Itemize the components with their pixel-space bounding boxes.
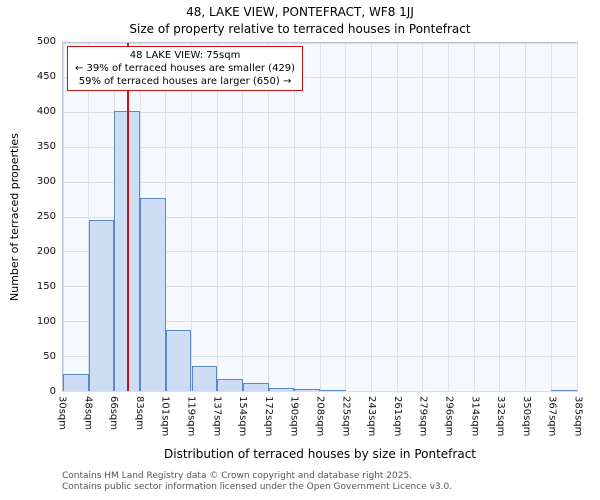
- grid-line-vertical: [165, 43, 167, 391]
- histogram-bar: [551, 389, 577, 391]
- histogram-bar: [217, 379, 243, 391]
- grid-line-horizontal: [63, 390, 577, 392]
- x-axis-label: Distribution of terraced houses by size …: [164, 447, 476, 461]
- histogram-bar: [165, 330, 192, 391]
- x-tick-label: 48sqm: [82, 396, 94, 431]
- histogram-bar: [320, 389, 346, 391]
- y-tick-label: 100: [36, 316, 56, 327]
- x-tick-label: 314sqm: [469, 396, 481, 437]
- x-tick-label: 279sqm: [417, 396, 429, 437]
- grid-line-vertical: [473, 43, 475, 391]
- grid-line-vertical: [345, 43, 347, 391]
- footer-line-1: Contains HM Land Registry data © Crown c…: [62, 471, 413, 481]
- y-tick-label: 200: [36, 246, 56, 257]
- footer-line-2: Contains public sector information licen…: [62, 482, 453, 492]
- x-tick-label: 367sqm: [546, 396, 558, 437]
- x-tick-label: 137sqm: [211, 396, 223, 437]
- grid-line-vertical: [242, 43, 244, 391]
- x-tick-label: 261sqm: [391, 396, 403, 437]
- x-tick-label: 119sqm: [185, 396, 197, 437]
- property-size-marker-line: [127, 43, 130, 391]
- histogram-bar: [242, 383, 269, 391]
- y-tick-label: 150: [36, 281, 56, 292]
- histogram-bar: [294, 388, 320, 391]
- annotation-property-line: 48 LAKE VIEW: 75sqm: [129, 50, 241, 61]
- x-tick-label: 30sqm: [56, 396, 68, 431]
- y-tick-label: 300: [36, 176, 56, 187]
- grid-line-vertical: [268, 43, 270, 391]
- histogram-bar: [88, 220, 115, 391]
- x-tick-label: 296sqm: [443, 396, 455, 437]
- y-tick-label: 400: [36, 106, 56, 117]
- histogram-bar: [191, 365, 218, 391]
- x-tick-label: 83sqm: [133, 396, 145, 431]
- x-tick-label: 243sqm: [366, 396, 378, 437]
- grid-line-vertical: [62, 43, 64, 391]
- grid-line-vertical: [191, 43, 192, 391]
- grid-line-vertical: [576, 43, 578, 391]
- y-tick-label: 350: [36, 141, 56, 152]
- histogram-bar: [140, 198, 166, 391]
- grid-line-vertical: [88, 43, 90, 391]
- histogram-bar: [63, 373, 89, 391]
- attribution-footer: Contains HM Land Registry data © Crown c…: [62, 471, 452, 493]
- x-tick-label: 385sqm: [572, 396, 584, 437]
- grid-line-vertical: [319, 43, 321, 391]
- y-tick-label: 0: [49, 386, 56, 397]
- annotation-larger-line: 59% of terraced houses are larger (650) …: [78, 76, 292, 87]
- y-tick-label: 250: [36, 211, 56, 222]
- grid-line-vertical: [293, 43, 295, 391]
- x-tick-label: 350sqm: [520, 396, 532, 437]
- grid-line-vertical: [422, 43, 424, 391]
- grid-line-vertical: [396, 43, 398, 391]
- grid-line-vertical: [550, 43, 552, 391]
- annotation-smaller-line: ← 39% of terraced houses are smaller (42…: [75, 63, 296, 74]
- histogram-bars: [63, 43, 577, 391]
- histogram-bar: [268, 388, 295, 391]
- grid-line-vertical: [525, 43, 527, 391]
- y-tick-label: 450: [36, 71, 56, 82]
- x-tick-label: 225sqm: [340, 396, 352, 437]
- x-tick-label: 332sqm: [495, 396, 507, 437]
- property-annotation-box: 48 LAKE VIEW: 75sqm ← 39% of terraced ho…: [67, 46, 304, 91]
- x-tick-label: 66sqm: [108, 396, 120, 431]
- x-tick-label: 190sqm: [288, 396, 300, 437]
- grid-line-vertical: [448, 43, 449, 391]
- x-tick-label: 101sqm: [159, 396, 171, 437]
- grid-line-vertical: [370, 43, 372, 391]
- chart-subtitle: Size of property relative to terraced ho…: [129, 22, 471, 36]
- y-tick-label: 50: [43, 351, 56, 362]
- grid-line-vertical: [216, 43, 218, 391]
- x-tick-label: 208sqm: [314, 396, 326, 437]
- x-tick-label: 172sqm: [262, 396, 274, 437]
- y-tick-label: 500: [36, 36, 56, 47]
- chart-title: 48, LAKE VIEW, PONTEFRACT, WF8 1JJ: [186, 5, 414, 19]
- x-tick-label: 154sqm: [237, 396, 249, 437]
- plot-area: 48 LAKE VIEW: 75sqm ← 39% of terraced ho…: [62, 42, 578, 392]
- grid-line-vertical: [499, 43, 501, 391]
